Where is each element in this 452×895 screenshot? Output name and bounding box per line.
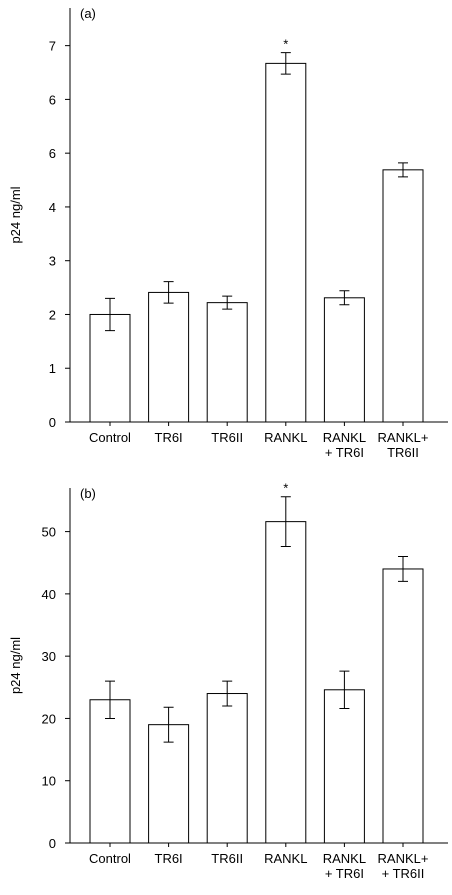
y-tick-label: 0 — [49, 415, 56, 430]
error-bar — [222, 680, 233, 707]
annotation: * — [283, 481, 288, 496]
error-bar — [280, 52, 291, 75]
error-bar — [105, 297, 115, 332]
x-tick-label: Control — [89, 430, 131, 445]
panel-label: (b) — [80, 486, 96, 501]
y-tick-label: 40 — [42, 587, 56, 602]
y-tick-label: 50 — [42, 525, 56, 540]
y-tick-label: 7 — [49, 39, 56, 54]
y-tick-label: 0 — [49, 836, 56, 851]
bar — [148, 291, 190, 423]
error-bar — [339, 670, 350, 709]
error-bar — [280, 496, 291, 548]
y-tick-label: 4 — [49, 200, 56, 215]
y-axis-label: p24 ng/ml — [8, 186, 23, 243]
error-bar — [398, 162, 408, 178]
bar — [382, 169, 424, 423]
panel-label: (a) — [80, 6, 96, 21]
y-axis-label: p24 ng/ml — [8, 637, 23, 694]
annotation: * — [283, 37, 288, 52]
bar — [148, 724, 190, 844]
x-tick-label: RANKL+ + TR6II — [378, 851, 429, 881]
bar — [323, 689, 365, 844]
y-tick-label: 6 — [49, 146, 56, 161]
error-bar — [222, 295, 233, 310]
y-tick-label: 2 — [49, 307, 56, 322]
bar — [323, 297, 365, 423]
x-tick-label: TR6I — [155, 430, 183, 445]
bar — [89, 313, 131, 423]
x-tick-label: RANKL — [264, 851, 307, 866]
bar — [206, 302, 248, 423]
y-tick-label: 30 — [42, 649, 56, 664]
bar — [382, 568, 424, 844]
y-tick-label: 20 — [42, 711, 56, 726]
x-tick-label: RANKL + TR6I — [323, 851, 366, 881]
bar — [206, 693, 248, 844]
x-tick-label: Control — [89, 851, 131, 866]
x-tick-label: RANKL — [264, 430, 307, 445]
x-tick-label: TR6I — [155, 851, 183, 866]
x-tick-label: TR6II — [211, 430, 243, 445]
y-tick-label: 6 — [49, 92, 56, 107]
x-tick-label: RANKL+ TR6II — [378, 430, 429, 460]
x-tick-label: RANKL + TR6I — [323, 430, 366, 460]
x-tick-label: TR6II — [211, 851, 243, 866]
bar — [89, 699, 131, 844]
error-bar — [105, 680, 115, 719]
error-bar — [398, 556, 408, 582]
error-bar — [339, 290, 350, 306]
y-tick-label: 10 — [42, 774, 56, 789]
y-tick-label: 1 — [49, 361, 56, 376]
bar — [265, 62, 307, 423]
error-bar — [163, 706, 174, 743]
y-tick-label: 3 — [49, 254, 56, 269]
bar — [265, 521, 307, 844]
error-bar — [163, 281, 174, 304]
